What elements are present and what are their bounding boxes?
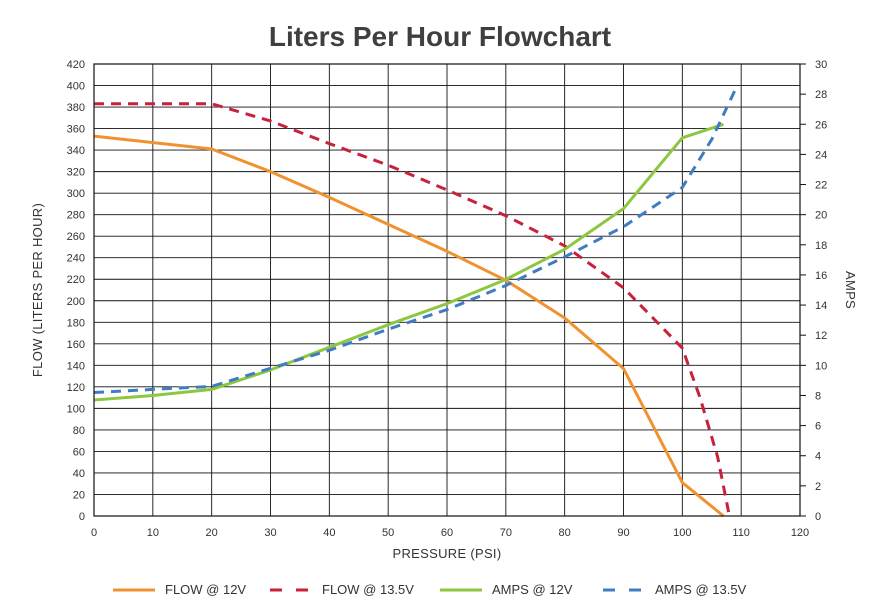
y2-tick-label: 8 bbox=[815, 390, 821, 402]
series-line-4 bbox=[93, 88, 737, 394]
plot-frame bbox=[93, 63, 801, 517]
y-tick-label: 400 bbox=[67, 81, 85, 93]
y-tick-label: 280 bbox=[67, 210, 85, 222]
series-line-1 bbox=[93, 134, 725, 518]
y-tick-label: 200 bbox=[67, 296, 85, 308]
x-tick-label: 10 bbox=[147, 527, 159, 539]
x-tick-label: 40 bbox=[323, 527, 335, 539]
y2-tick-label: 2 bbox=[815, 481, 821, 493]
x-tick-label: 110 bbox=[732, 527, 750, 539]
y2-tick-label: 12 bbox=[815, 330, 827, 342]
y2-tick-label: 26 bbox=[815, 119, 827, 131]
y2-tick-label: 24 bbox=[815, 149, 827, 161]
y2-tick-label: 30 bbox=[815, 59, 827, 71]
series-line-3 bbox=[93, 122, 724, 402]
tick-labels: 0 10 20 30 40 50 60 70 80 90 100 110 120020406080100… bbox=[67, 59, 828, 539]
x-tick-label: 70 bbox=[500, 527, 512, 539]
y2-tick-label: 28 bbox=[815, 89, 827, 101]
legend-label: AMPS @ 13.5V bbox=[655, 582, 747, 597]
legend-label: AMPS @ 12V bbox=[492, 582, 573, 597]
y2-tick-label: 16 bbox=[815, 270, 827, 282]
y-tick-label: 360 bbox=[67, 124, 85, 136]
y-tick-label: 380 bbox=[67, 102, 85, 114]
y-tick-label: 160 bbox=[67, 339, 85, 351]
x-tick-label: 60 bbox=[441, 527, 453, 539]
y-tick-label: 240 bbox=[67, 253, 85, 265]
y-tick-label: 20 bbox=[73, 489, 85, 501]
y2-tick-label: 20 bbox=[815, 210, 827, 222]
y-tick-label: 100 bbox=[67, 403, 85, 415]
y-tick-label: 140 bbox=[67, 360, 85, 372]
x-tick-label: 50 bbox=[382, 527, 394, 539]
y-tick-label: 180 bbox=[67, 317, 85, 329]
y2-tick-label: 14 bbox=[815, 300, 827, 312]
x-tick-label: 80 bbox=[559, 527, 571, 539]
y2-tick-label: 6 bbox=[815, 421, 821, 433]
legend-label: FLOW @ 13.5V bbox=[322, 582, 414, 597]
y-tick-label: 40 bbox=[73, 468, 85, 480]
y2-axis-label: AMPS bbox=[843, 271, 858, 309]
y-tick-label: 300 bbox=[67, 188, 85, 200]
y-tick-label: 420 bbox=[67, 59, 85, 71]
y-tick-label: 0 bbox=[79, 511, 85, 523]
chart-title: Liters Per Hour Flowchart bbox=[269, 21, 611, 52]
x-tick-label: 100 bbox=[673, 527, 691, 539]
y-tick-label: 320 bbox=[67, 167, 85, 179]
y2-tick-label: 4 bbox=[815, 451, 821, 463]
legend: FLOW @ 12V FLOW @ 13.5V AMPS @ 12V AMPS @ 1… bbox=[113, 582, 747, 597]
y2-tick-label: 22 bbox=[815, 180, 827, 192]
y2-tick-label: 18 bbox=[815, 240, 827, 252]
y-tick-label: 60 bbox=[73, 446, 85, 458]
y-tick-label: 340 bbox=[67, 145, 85, 157]
y-tick-label: 260 bbox=[67, 231, 85, 243]
x-tick-label: 20 bbox=[206, 527, 218, 539]
series-line-2 bbox=[94, 102, 731, 517]
series-layer bbox=[93, 88, 737, 518]
y-axis-label: FLOW (LITERS PER HOUR) bbox=[30, 203, 45, 377]
x-axis-label: PRESSURE (PSI) bbox=[393, 546, 502, 561]
y-tick-label: 120 bbox=[67, 382, 85, 394]
x-tick-label: 30 bbox=[264, 527, 276, 539]
y-tick-label: 80 bbox=[73, 425, 85, 437]
x-tick-label: 90 bbox=[617, 527, 629, 539]
y2-tick-label: 10 bbox=[815, 360, 827, 372]
x-tick-label: 120 bbox=[791, 527, 809, 539]
x-tick-label: 0 bbox=[91, 527, 97, 539]
y-tick-label: 220 bbox=[67, 274, 85, 286]
y2-tick-label: 0 bbox=[815, 511, 821, 523]
legend-label: FLOW @ 12V bbox=[165, 582, 246, 597]
chart-grid bbox=[93, 63, 801, 517]
